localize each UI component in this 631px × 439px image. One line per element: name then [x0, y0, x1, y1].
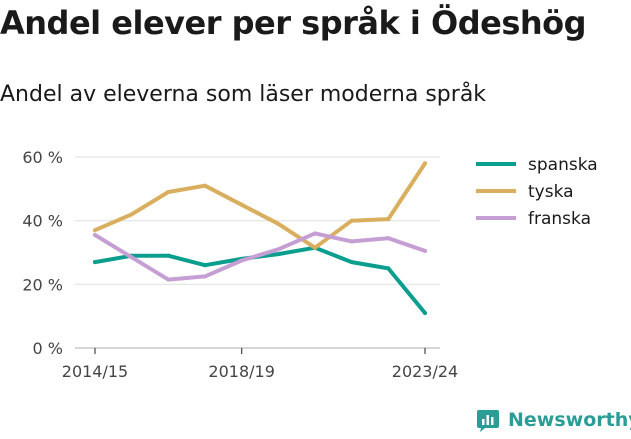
data-point-tyska	[129, 212, 134, 217]
data-point-tyska	[239, 202, 244, 207]
y-tick-label: 0 %	[33, 339, 63, 358]
data-point-tyska	[276, 221, 281, 226]
data-point-franska	[129, 255, 134, 260]
axes: 0 % 20 % 40 % 60 % 2014/15 2018/19 2023/24	[22, 148, 458, 381]
data-point-spanska	[166, 253, 171, 258]
x-tick-label: 2014/15	[62, 362, 128, 381]
x-tick-label: 2018/19	[208, 362, 274, 381]
data-point-franska	[203, 274, 207, 279]
y-tick-label: 20 %	[22, 275, 63, 294]
newsworthy-brand: Newsworthy	[476, 408, 631, 432]
legend: spanska tyska franska	[476, 155, 598, 229]
data-point-franska	[276, 247, 281, 252]
legend-label-tyska: tyska	[528, 182, 574, 202]
data-point-spanska	[349, 260, 354, 265]
legend-label-spanska: spanska	[528, 155, 598, 175]
data-point-tyska	[313, 245, 317, 250]
data-point-tyska	[166, 190, 171, 195]
data-point-franska	[386, 236, 391, 241]
y-tick-label: 40 %	[22, 212, 63, 231]
data-point-franska	[313, 231, 317, 236]
x-tick-label: 2023/24	[392, 362, 458, 381]
chart-title: Andel elever per språk i Ödeshög	[0, 4, 587, 42]
data-point-franska	[423, 248, 427, 253]
data-point-franska	[349, 239, 354, 244]
data-point-tyska	[386, 217, 391, 222]
data-point-tyska	[349, 218, 354, 223]
data-point-spanska	[423, 310, 427, 315]
series-line-spanska	[93, 245, 427, 315]
y-tick-label: 60 %	[22, 148, 63, 167]
data-point-spanska	[386, 266, 391, 271]
data-point-franska	[93, 232, 97, 237]
gridlines	[75, 156, 440, 349]
data-point-tyska	[93, 228, 97, 233]
data-point-franska	[166, 277, 171, 282]
bar-chart-logo-icon	[477, 410, 499, 432]
series-line-franska	[93, 231, 427, 282]
data-point-tyska	[203, 183, 207, 188]
data-point-tyska	[423, 161, 427, 166]
data-point-spanska	[93, 260, 97, 265]
series-lines	[93, 161, 427, 315]
series-line-tyska	[93, 161, 427, 250]
brand-name: Newsworthy	[508, 409, 631, 431]
data-point-franska	[239, 258, 244, 263]
chart-subtitle: Andel av eleverna som läser moderna språ…	[0, 82, 487, 107]
data-point-spanska	[203, 263, 207, 268]
legend-label-franska: franska	[528, 209, 591, 229]
data-point-spanska	[276, 252, 281, 257]
